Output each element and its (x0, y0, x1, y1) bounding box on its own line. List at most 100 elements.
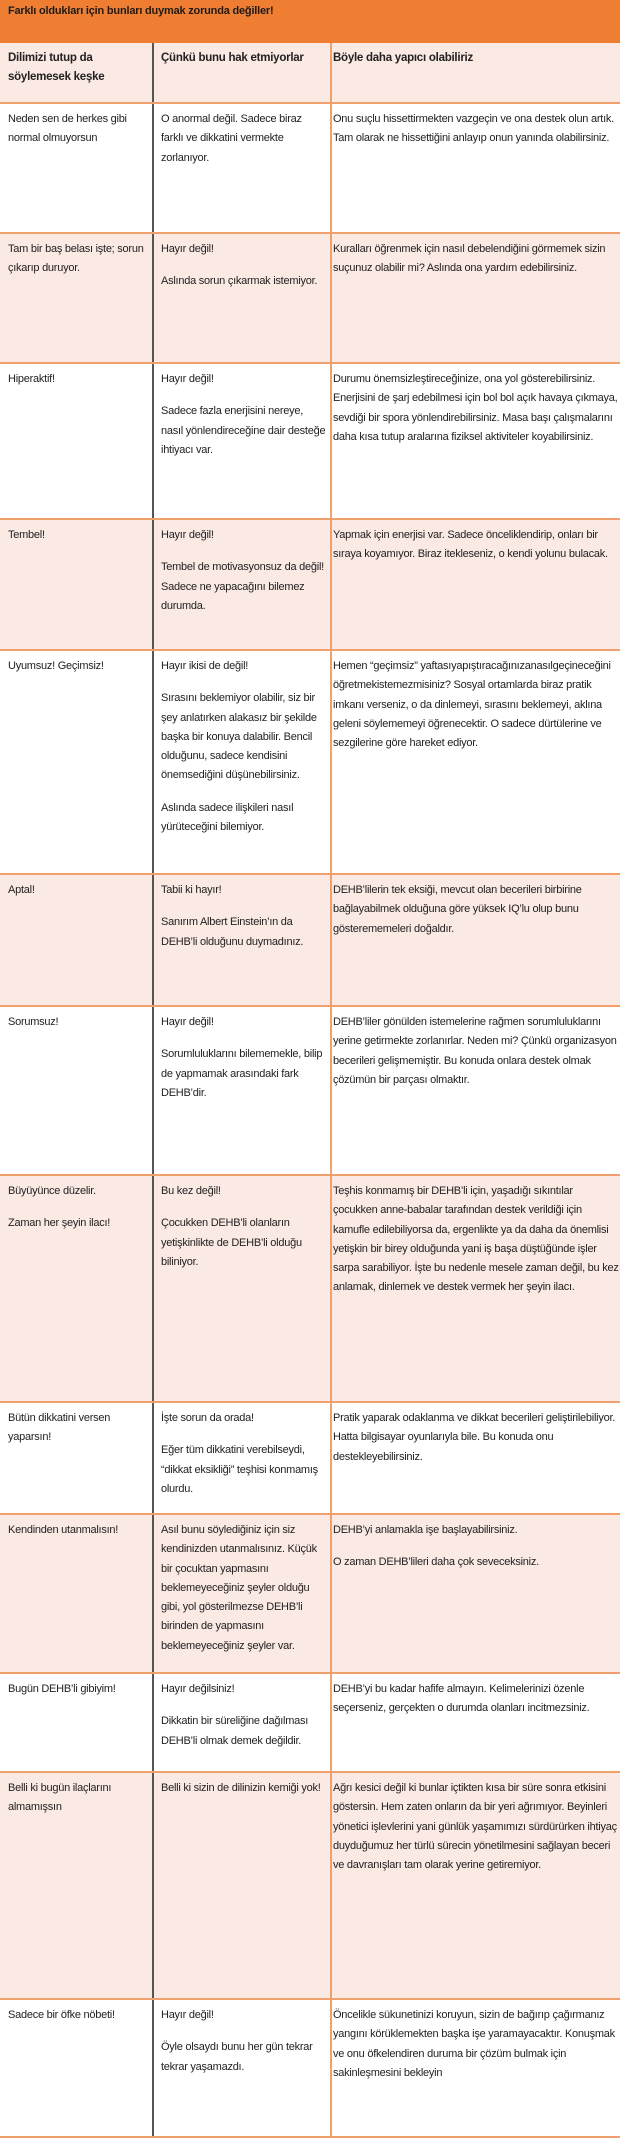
cell-paragraph: Hemen “geçimsiz” yaftasıyapıştıracağınız… (333, 660, 611, 750)
column-why-cell: Hayır değilsiniz! Dikkatin bir süreliğine… (153, 1673, 332, 1773)
table-title: Farklı oldukları için bunları duymak zor… (0, 0, 620, 43)
cell-paragraph: Zaman her şeyin ilacı! (8, 1217, 111, 1230)
table-row: Sadece bir öfke nöbeti! Hayır değil! Öyle … (0, 1999, 620, 2138)
cell-paragraph: Aslında sorun çıkarmak istemiyor. (161, 275, 318, 288)
table-row: Belli ki bugün ilaçlarını almamışsın Bell… (0, 1772, 620, 2000)
column-better-cell: Hemen “geçimsiz” yaftasıyapıştıracağınız… (331, 650, 620, 875)
cell-paragraph: O anormal değil. Sadece biraz farklı ve … (161, 113, 302, 164)
table-row: Uyumsuz! Geçimsiz! Hayır ikisi de değil! S… (0, 650, 620, 875)
cell-paragraph: Belli ki sizin de dilinizin kemiği yok! (161, 1782, 321, 1794)
cell-paragraph: O zaman DEHB’lileri daha çok seveceksini… (333, 1556, 539, 1569)
table-row: Bütün dikkatini versen yaparsın! İşte sor… (0, 1402, 620, 1515)
column-better-cell: DEHB’yi bu kadar hafife almayın. Kelimel… (331, 1673, 620, 1773)
cell-paragraph: Onu suçlu hissettirmekten vazgeçin ve on… (333, 113, 614, 145)
cell-paragraph: Eğer tüm dikkatini verebilseydi, “dikkat… (161, 1444, 318, 1495)
table-row: Tembel! Hayır değil! Tembel de motivasyons… (0, 519, 620, 651)
cell-paragraph: Pratik yaparak odaklanma ve dikkat becer… (333, 1412, 616, 1463)
column-said-cell: Aptal! (0, 874, 154, 1007)
table-row: Hiperaktif! Hayır değil! Sadece fazla ener… (0, 363, 620, 520)
column-why-cell: Bu kez değil! Çocukken DEHB’li olanların … (153, 1175, 332, 1403)
column-said-cell: Bugün DEHB’li gibiyim! (0, 1673, 154, 1773)
column-why-cell: O anormal değil. Sadece biraz farklı ve … (153, 103, 332, 234)
cell-paragraph: Aptal! (8, 884, 35, 896)
cell-paragraph: Sorumsuz! (8, 1016, 59, 1028)
cell-paragraph: Aslında sadece ilişkileri nasıl yürütece… (161, 801, 294, 834)
table-row: Kendinden utanmalısın! Asıl bunu söylediğ… (0, 1514, 620, 1674)
cell-paragraph: Bugün DEHB’li gibiyim! (8, 1683, 116, 1695)
column-why-cell: Tabii ki hayır! Sanırım Albert Einstein’ı… (153, 874, 332, 1007)
cell-paragraph: Hayır değil! (161, 243, 214, 255)
cell-paragraph: Tembel! (8, 529, 45, 541)
cell-paragraph: Öncelikle sükunetinizi koruyun, sizin de… (333, 2009, 615, 2079)
cell-paragraph: Tam bir baş belası işte; sorun çıkarıp d… (8, 243, 144, 275)
column-said-cell: Bütün dikkatini versen yaparsın! (0, 1402, 154, 1515)
cell-paragraph: Bütün dikkatini versen yaparsın! (8, 1412, 111, 1444)
cell-paragraph: DEHB’yi bu kadar hafife almayın. Kelimel… (333, 1683, 590, 1715)
column-header-said: Dilimizi tutup da söylemesek keşke (0, 43, 154, 104)
column-header-better: Böyle daha yapıcı olabiliriz (331, 43, 620, 104)
column-better-cell: Yapmak için enerjisi var. Sadece öncelik… (331, 519, 620, 651)
cell-paragraph: Çocukken DEHB’li olanların yetişkinlikte… (161, 1217, 302, 1268)
cell-paragraph: DEHB’lilerin tek eksiği, mevcut olan bec… (333, 884, 582, 935)
column-said-cell: Hiperaktif! (0, 363, 154, 520)
cell-paragraph: Ağrı kesici değil ki bunlar içtikten kıs… (333, 1782, 617, 1872)
cell-paragraph: İşte sorun da orada! (161, 1412, 254, 1424)
cell-paragraph: Sadece fazla enerjisini nereye, nasıl yö… (161, 405, 326, 456)
column-why-cell: Hayır değil! Öyle olsaydı bunu her gün te… (153, 1999, 332, 2138)
cell-paragraph: Yapmak için enerjisi var. Sadece öncelik… (333, 529, 608, 561)
column-said-cell: Uyumsuz! Geçimsiz! (0, 650, 154, 875)
cell-paragraph: Büyüyünce düzelir. (8, 1185, 96, 1197)
cell-paragraph: Neden sen de herkes gibi normal olmuyors… (8, 113, 127, 145)
column-why-cell: Hayır değil! Aslında sorun çıkarmak istem… (153, 233, 332, 364)
table-header-row: Dilimizi tutup da söylemesek keşke Çünkü… (0, 43, 620, 104)
cell-paragraph: Kendinden utanmalısın! (8, 1524, 119, 1536)
column-why-cell: Hayır değil! Sadece fazla enerjisini nere… (153, 363, 332, 520)
column-why-cell: Asıl bunu söylediğiniz için siz kendiniz… (153, 1514, 332, 1674)
column-said-cell: Tembel! (0, 519, 154, 651)
cell-paragraph: Asıl bunu söylediğiniz için siz kendiniz… (161, 1524, 317, 1652)
cell-paragraph: Öyle olsaydı bunu her gün tekrar tekrar … (161, 2041, 313, 2073)
column-better-cell: Kuralları öğrenmek için nasıl debelendiğ… (331, 233, 620, 364)
cell-paragraph: Kuralları öğrenmek için nasıl debelendiğ… (333, 243, 606, 275)
cell-paragraph: Bu kez değil! (161, 1185, 221, 1197)
cell-paragraph: Hayır değil! (161, 529, 214, 541)
column-said-cell: Tam bir baş belası işte; sorun çıkarıp d… (0, 233, 154, 364)
cell-paragraph: Sanırım Albert Einstein’ın da DEHB’li ol… (161, 916, 304, 948)
table-row: Neden sen de herkes gibi normal olmuyors… (0, 103, 620, 234)
table-row: Sorumsuz! Hayır değil! Sorumluluklarını bi… (0, 1006, 620, 1176)
column-said-cell: Belli ki bugün ilaçlarını almamışsın (0, 1772, 154, 2000)
cell-paragraph: Durumu önemsizleştireceğinize, ona yol g… (333, 373, 618, 443)
column-better-cell: Ağrı kesici değil ki bunlar içtikten kıs… (331, 1772, 620, 2000)
column-said-cell: Neden sen de herkes gibi normal olmuyors… (0, 103, 154, 234)
column-said-cell: Büyüyünce düzelir. Zaman her şeyin ilacı! (0, 1175, 154, 1403)
cell-paragraph: Sorumluluklarını bilememekle, bilip de y… (161, 1048, 323, 1099)
cell-paragraph: Dikkatin bir süreliğine dağılması DEHB’l… (161, 1715, 309, 1747)
table-row: Tam bir baş belası işte; sorun çıkarıp d… (0, 233, 620, 364)
cell-paragraph: Sadece bir öfke nöbeti! (8, 2009, 115, 2021)
column-why-cell: Hayır değil! Tembel de motivasyonsuz da d… (153, 519, 332, 651)
column-better-cell: DEHB’yi anlamakla işe başlayabilirsiniz.… (331, 1514, 620, 1674)
column-better-cell: Onu suçlu hissettirmekten vazgeçin ve on… (331, 103, 620, 234)
column-better-cell: Pratik yaparak odaklanma ve dikkat becer… (331, 1402, 620, 1515)
column-better-cell: DEHB’lilerin tek eksiği, mevcut olan bec… (331, 874, 620, 1007)
cell-paragraph: Hayır değil! (161, 1016, 214, 1028)
cell-paragraph: Hayır değil! (161, 373, 214, 385)
column-why-cell: Hayır değil! Sorumluluklarını bilememekle… (153, 1006, 332, 1176)
table-row: Bugün DEHB’li gibiyim! Hayır değilsiniz! D… (0, 1673, 620, 1773)
column-why-cell: Hayır ikisi de değil! Sırasını beklemiyor… (153, 650, 332, 875)
column-better-cell: Durumu önemsizleştireceğinize, ona yol g… (331, 363, 620, 520)
cell-paragraph: DEHB’yi anlamakla işe başlayabilirsiniz. (333, 1524, 518, 1536)
phrases-table: Dilimizi tutup da söylemesek keşke Çünkü… (0, 43, 620, 2138)
cell-paragraph: Tabii ki hayır! (161, 884, 222, 896)
cell-paragraph: Hayır değilsiniz! (161, 1683, 235, 1695)
cell-paragraph: Hayır ikisi de değil! (161, 660, 249, 672)
cell-paragraph: Hiperaktif! (8, 373, 55, 385)
column-why-cell: Belli ki sizin de dilinizin kemiği yok! (153, 1772, 332, 2000)
cell-paragraph: Uyumsuz! Geçimsiz! (8, 660, 104, 672)
column-why-cell: İşte sorun da orada! Eğer tüm dikkatini v… (153, 1402, 332, 1515)
column-better-cell: Öncelikle sükunetinizi koruyun, sizin de… (331, 1999, 620, 2138)
cell-paragraph: Teşhis konmamış bir DEHB’li için, yaşadı… (333, 1185, 619, 1294)
column-better-cell: DEHB’liler gönülden istemelerine rağmen … (331, 1006, 620, 1176)
cell-paragraph: Tembel de motivasyonsuz da değil! Sadece… (161, 561, 324, 612)
cell-paragraph: Belli ki bugün ilaçlarını almamışsın (8, 1782, 112, 1814)
